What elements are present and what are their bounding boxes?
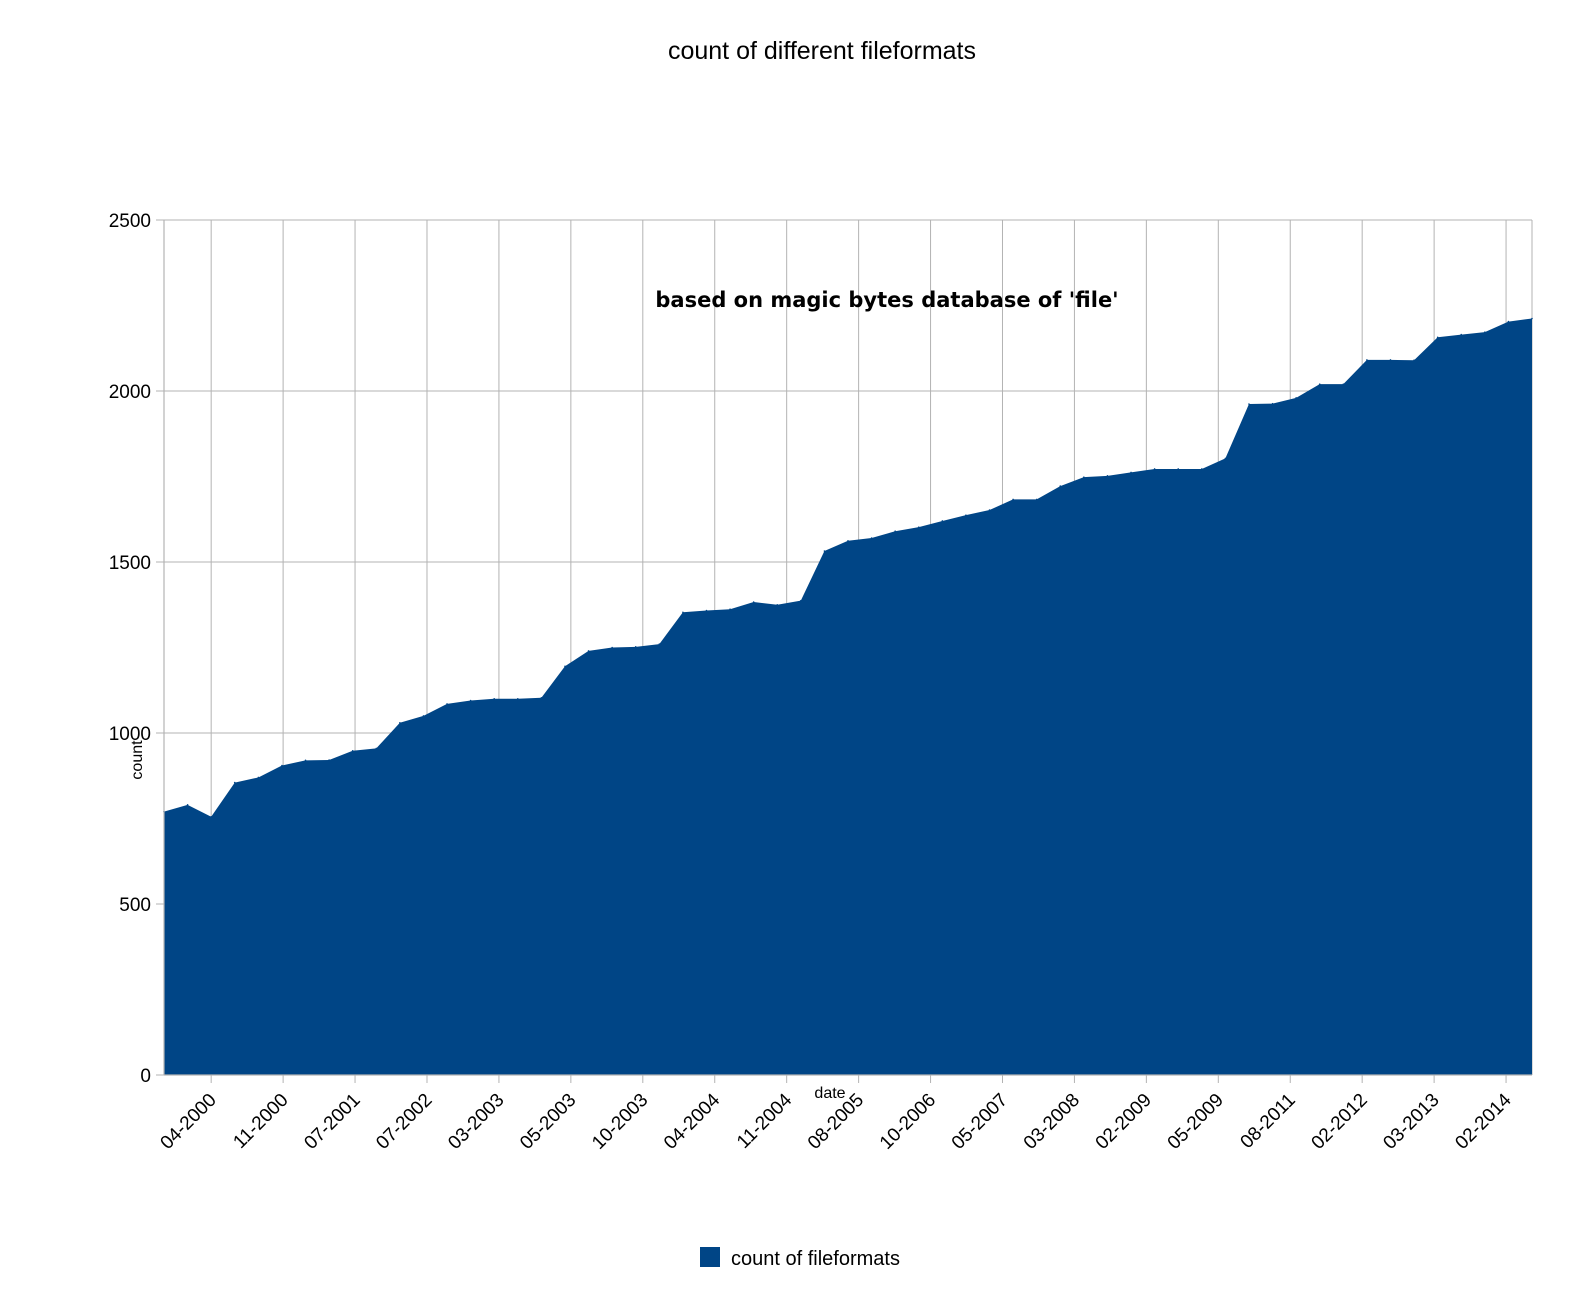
data-point [634,646,637,648]
y-tick-label: 2000 [109,382,151,403]
x-tick-label: 04-2004 [660,1089,724,1153]
data-point [1248,403,1250,405]
data-point [587,650,590,652]
data-point [941,520,944,522]
data-point [328,759,330,761]
data-point [1035,498,1038,501]
data-point [1484,331,1486,333]
data-point [1153,468,1156,470]
data-point [446,703,448,705]
x-tick-label: 05-2009 [1164,1090,1228,1154]
data-point [469,699,472,702]
data-point [186,804,189,806]
annotation: based on magic bytes database of 'file' [655,288,1118,312]
data-point [1413,359,1415,362]
data-point [1318,383,1321,385]
data-point [776,603,779,606]
area-series [164,318,1532,1075]
data-point [1130,471,1132,474]
data-point [682,611,684,614]
data-point [1177,468,1180,470]
y-axis-label: count [129,740,146,780]
y-tick-label: 0 [140,1066,151,1087]
legend: count of fileformats [700,1247,900,1270]
y-tick-label: 1000 [109,724,151,745]
data-point [917,526,920,528]
y-tick-label: 500 [119,895,151,916]
data-point [1460,333,1463,336]
data-point [823,550,826,552]
x-tick-label: 05-2007 [948,1090,1012,1154]
chart-title: count of different fileformats [668,37,976,65]
data-point [988,509,991,511]
y-tick-label: 1500 [109,553,151,574]
x-tick-label: 02-2012 [1308,1090,1372,1154]
x-axis-label: date [814,1085,845,1102]
data-point [210,815,212,818]
data-point [375,747,378,750]
data-point [540,696,543,699]
data-point [847,540,849,542]
x-tick-label: 03-2003 [444,1090,508,1154]
x-tick-label: 10-2003 [588,1090,652,1154]
data-point [1083,476,1085,478]
data-point [1531,317,1533,320]
x-tick-label: 04-2000 [157,1090,221,1154]
data-point [800,599,802,602]
data-point [965,514,967,516]
data-point [658,643,661,645]
plot-area [163,317,1533,1075]
x-tick-label: 07-2001 [300,1090,364,1154]
data-point [894,530,896,533]
x-tick-label: 02-2014 [1451,1089,1515,1153]
data-point [1389,359,1392,361]
data-point [1106,475,1109,477]
x-tick-label: 08-2011 [1237,1090,1300,1153]
data-point [516,698,519,700]
legend-swatch [700,1247,720,1267]
x-tick-label: 02-2009 [1092,1090,1156,1154]
x-tick-label: 03-2013 [1379,1090,1443,1154]
data-point [1271,402,1274,405]
data-point [729,608,731,610]
data-point [1224,457,1227,460]
y-axis: 0 500 1000 1500 2000 2500 [109,211,165,1087]
data-point [1295,397,1297,399]
data-point [257,776,260,779]
x-tick-label: 05-2003 [516,1090,580,1154]
x-tick-label: 03-2008 [1020,1090,1084,1154]
data-point [1366,359,1368,361]
data-point [1342,383,1345,385]
data-point [564,665,566,668]
data-point [399,721,401,724]
data-point [1012,498,1014,501]
data-point [1059,485,1062,487]
x-tick-label: 11-2004 [733,1089,796,1152]
data-point [422,715,425,717]
x-tick-label: 11-2000 [229,1090,292,1153]
data-point [870,537,873,539]
data-point [611,646,613,649]
data-point [1507,320,1510,323]
data-point [233,781,236,784]
y-tick-label: 2500 [109,211,151,232]
data-point [1436,336,1439,339]
data-point [304,759,307,762]
data-point [705,609,708,612]
data-point [1200,468,1203,470]
data-point [351,749,354,752]
data-point [493,698,496,700]
data-point [281,764,283,767]
legend-label: count of fileformats [731,1248,900,1270]
x-tick-label: 10-2006 [876,1090,940,1154]
data-point [752,601,755,603]
x-tick-label: 07-2002 [372,1090,436,1154]
